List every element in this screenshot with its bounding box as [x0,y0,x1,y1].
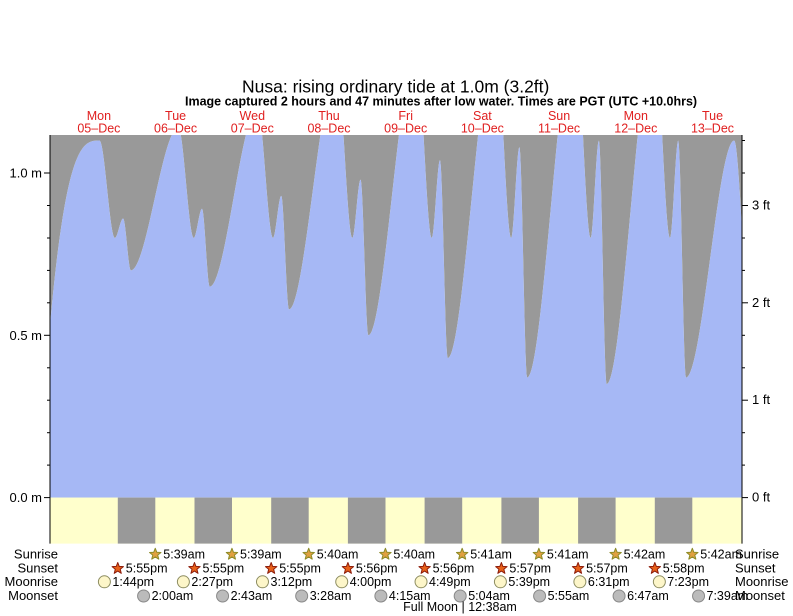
svg-text:1.0 m: 1.0 m [9,166,42,181]
svg-text:2:43am: 2:43am [231,589,273,603]
svg-text:5:41am: 5:41am [470,547,512,561]
svg-text:5:57pm: 5:57pm [586,562,628,576]
svg-text:2:00am: 2:00am [152,589,194,603]
svg-text:5:40am: 5:40am [393,547,435,561]
svg-text:0.5 m: 0.5 m [9,328,42,343]
svg-text:5:42am: 5:42am [700,547,742,561]
svg-text:Moonset: Moonset [8,588,58,603]
svg-text:Full Moon | 12:38am: Full Moon | 12:38am [403,600,517,614]
svg-text:5:39pm: 5:39pm [508,575,550,589]
svg-text:Moonrise: Moonrise [5,574,58,589]
svg-text:05–Dec: 05–Dec [77,122,120,136]
svg-text:7:39am: 7:39am [707,589,749,603]
svg-text:1 ft: 1 ft [752,392,770,407]
svg-text:5:40am: 5:40am [317,547,359,561]
svg-text:Image captured 2 hours and 47: Image captured 2 hours and 47 minutes af… [185,95,697,109]
svg-text:5:42am: 5:42am [624,547,666,561]
svg-text:Nusa: rising ordinary tide at: Nusa: rising ordinary tide at 1.0m (3.2f… [242,77,549,97]
svg-text:4:00pm: 4:00pm [350,575,392,589]
svg-text:1:44pm: 1:44pm [112,575,154,589]
svg-text:3:28am: 3:28am [310,589,352,603]
svg-text:09–Dec: 09–Dec [384,122,427,136]
svg-text:5:56pm: 5:56pm [433,562,475,576]
svg-text:5:55pm: 5:55pm [203,562,245,576]
svg-text:2 ft: 2 ft [752,295,770,310]
svg-text:12–Dec: 12–Dec [614,122,657,136]
svg-text:6:31pm: 6:31pm [588,575,630,589]
svg-text:6:47am: 6:47am [627,589,669,603]
svg-text:0.0 m: 0.0 m [9,490,42,505]
svg-text:Moonrise: Moonrise [735,574,788,589]
svg-text:5:55pm: 5:55pm [126,562,168,576]
svg-text:3 ft: 3 ft [752,198,770,213]
svg-text:5:58pm: 5:58pm [663,562,705,576]
svg-text:5:55pm: 5:55pm [279,562,321,576]
svg-text:2:27pm: 2:27pm [191,575,233,589]
svg-text:3:12pm: 3:12pm [271,575,313,589]
svg-text:06–Dec: 06–Dec [154,122,197,136]
svg-text:5:39am: 5:39am [163,547,205,561]
svg-text:7:23pm: 7:23pm [667,575,709,589]
svg-text:5:57pm: 5:57pm [509,562,551,576]
svg-text:4:49pm: 4:49pm [429,575,471,589]
svg-text:5:56pm: 5:56pm [356,562,398,576]
svg-text:07–Dec: 07–Dec [231,122,274,136]
svg-text:5:41am: 5:41am [547,547,589,561]
svg-text:Sunrise: Sunrise [14,546,58,561]
svg-text:0 ft: 0 ft [752,490,770,505]
svg-text:5:55am: 5:55am [548,589,590,603]
svg-text:10–Dec: 10–Dec [461,122,504,136]
svg-text:13–Dec: 13–Dec [691,122,734,136]
svg-text:08–Dec: 08–Dec [307,122,350,136]
svg-text:5:39am: 5:39am [240,547,282,561]
svg-text:11–Dec: 11–Dec [538,122,580,136]
